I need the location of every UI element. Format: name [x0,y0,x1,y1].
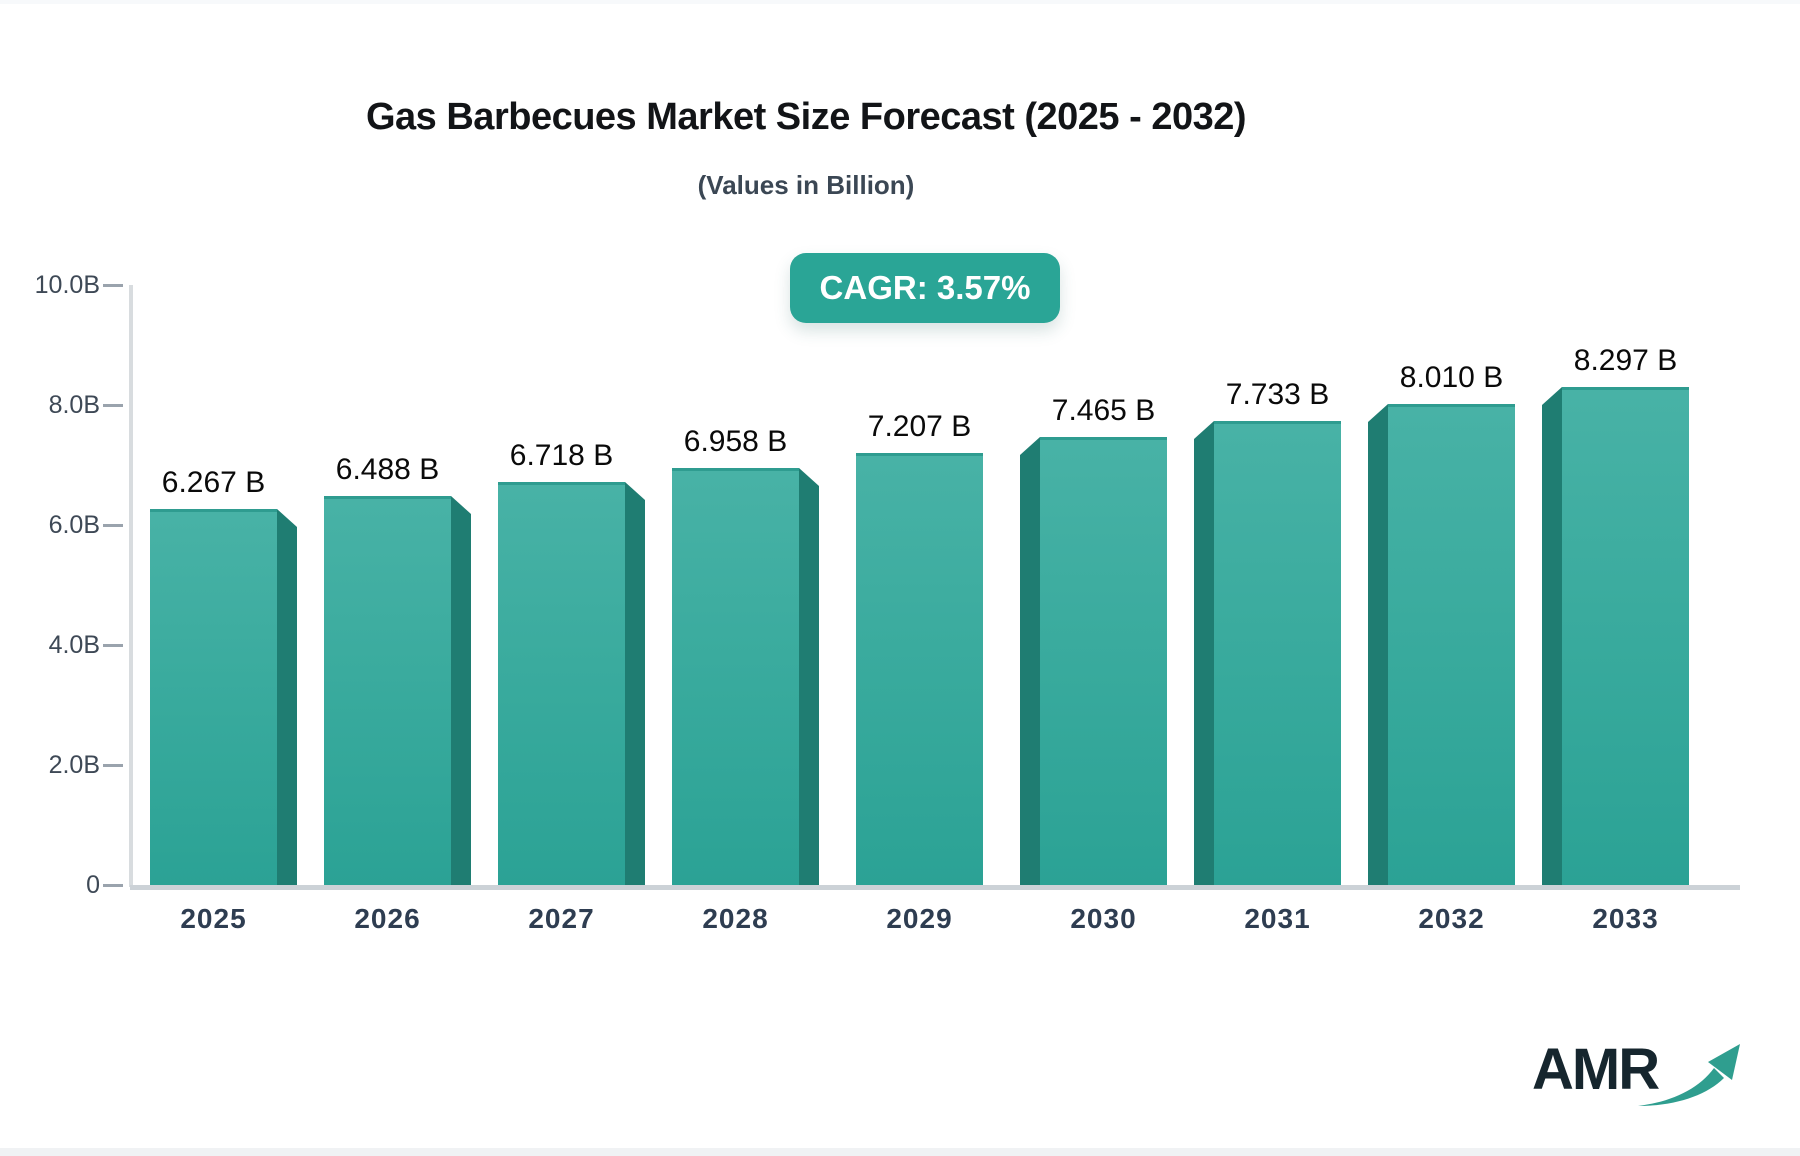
bar-side-face-2025 [277,509,297,885]
bar-2029 [856,453,983,885]
bar-2027 [498,482,625,885]
bottom-edge-strip [0,1148,1800,1156]
bar-side-face-2031 [1194,421,1214,885]
x-axis-label-2033: 2033 [1592,903,1659,934]
x-axis-label-2031: 2031 [1244,903,1311,934]
cagr-badge-label: CAGR: 3.57% [819,269,1031,306]
bar-side-face-2032 [1368,404,1388,885]
bar-2033 [1562,387,1689,885]
bar-value-label-2033: 8.297 B [1573,344,1678,377]
bar-2032 [1388,404,1515,885]
amr-logo: AMR [1532,1036,1742,1116]
x-axis-label-2025: 2025 [180,903,247,934]
chart-subtitle: (Values in Billion) [697,170,915,200]
x-axis-label-2029: 2029 [886,903,953,934]
bar-value-label-2028: 6.958 B [683,425,788,458]
x-axis-baseline [130,885,1740,890]
y-tick-label-6.0B: 6.0B [48,511,100,539]
bar-value-label-2030: 7.465 B [1051,394,1156,427]
bar-2026 [324,496,451,885]
cagr-badge: CAGR: 3.57% [790,253,1060,323]
x-axis-label-2030: 2030 [1070,903,1137,934]
y-tick-mark [103,404,123,407]
growth-arrow-icon [1638,1044,1740,1106]
bar-side-face-2027 [625,482,645,885]
bar-2025 [150,509,277,885]
bar-value-label-2027: 6.718 B [509,439,614,472]
bar-side-face-2030 [1020,437,1040,885]
bar-side-face-2033 [1542,387,1562,885]
x-axis-label-2028: 2028 [702,903,769,934]
y-tick-mark [103,644,123,647]
bar-2031 [1214,421,1341,885]
y-tick-label-4.0B: 4.0B [48,631,100,659]
x-axis-label-2027: 2027 [528,903,595,934]
bar-side-face-2028 [799,468,819,885]
bar-2028 [672,468,799,885]
bar-value-label-2032: 8.010 B [1399,361,1504,394]
top-edge-strip [0,0,1800,4]
y-tick-label-10.0B: 10.0B [34,271,100,299]
bar-2030 [1040,437,1167,885]
y-tick-mark [103,764,123,767]
amr-logo-text: AMR [1532,1037,1660,1102]
bar-value-label-2026: 6.488 B [335,453,440,486]
y-tick-mark [103,524,123,527]
bar-value-label-2025: 6.267 B [161,466,266,499]
y-tick-label-0: 0 [86,871,100,899]
bar-value-label-2029: 7.207 B [867,410,972,443]
y-axis-line [129,285,133,887]
x-axis-label-2026: 2026 [354,903,421,934]
y-tick-label-2.0B: 2.0B [48,751,100,779]
y-tick-label-8.0B: 8.0B [48,391,100,419]
y-tick-mark [103,284,123,287]
y-tick-mark [103,884,123,887]
bar-side-face-2026 [451,496,471,885]
x-axis-label-2032: 2032 [1418,903,1485,934]
chart-title: Gas Barbecues Market Size Forecast (2025… [365,96,1247,138]
bar-value-label-2031: 7.733 B [1225,378,1330,411]
